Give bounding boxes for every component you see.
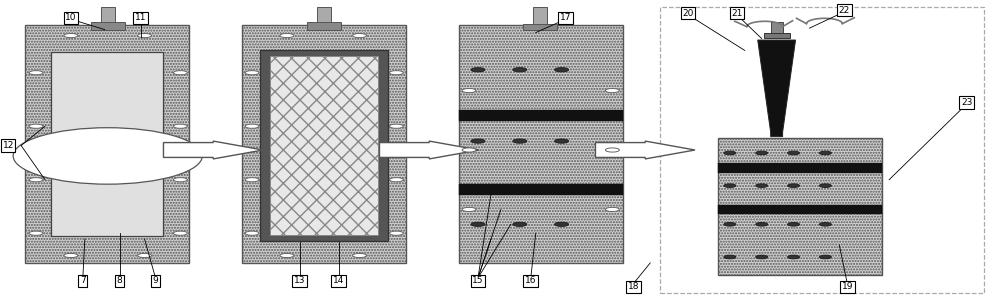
Bar xyxy=(317,7,331,28)
Polygon shape xyxy=(595,141,695,159)
Bar xyxy=(459,110,623,121)
Circle shape xyxy=(819,184,831,188)
Bar xyxy=(523,24,557,30)
Circle shape xyxy=(462,148,476,152)
Text: 13: 13 xyxy=(294,276,306,285)
Bar xyxy=(459,25,623,263)
Circle shape xyxy=(471,68,485,72)
Circle shape xyxy=(173,178,187,182)
Circle shape xyxy=(555,68,569,72)
Bar xyxy=(270,56,378,235)
Bar xyxy=(459,184,623,196)
Text: 14: 14 xyxy=(333,276,344,285)
Text: 9: 9 xyxy=(153,276,158,285)
Circle shape xyxy=(245,231,259,235)
Bar xyxy=(660,7,984,293)
Circle shape xyxy=(462,207,476,212)
Bar xyxy=(718,164,882,173)
Bar xyxy=(51,52,163,236)
Circle shape xyxy=(138,34,152,38)
Circle shape xyxy=(605,207,619,212)
Text: 15: 15 xyxy=(472,276,484,285)
Polygon shape xyxy=(163,141,263,159)
Bar xyxy=(764,33,790,38)
Circle shape xyxy=(245,124,259,128)
Circle shape xyxy=(389,231,403,235)
Circle shape xyxy=(513,68,527,72)
Text: 7: 7 xyxy=(80,276,86,285)
Circle shape xyxy=(29,70,43,75)
Circle shape xyxy=(462,88,476,93)
Circle shape xyxy=(756,151,768,155)
Circle shape xyxy=(788,255,800,259)
Text: 22: 22 xyxy=(839,6,850,15)
Circle shape xyxy=(513,139,527,143)
Text: 12: 12 xyxy=(2,141,14,150)
Text: 10: 10 xyxy=(65,13,77,22)
Circle shape xyxy=(819,151,831,155)
Circle shape xyxy=(724,184,736,188)
Circle shape xyxy=(353,254,367,258)
Bar xyxy=(101,7,115,28)
Circle shape xyxy=(173,70,187,75)
Circle shape xyxy=(389,124,403,128)
Bar xyxy=(533,7,547,27)
Polygon shape xyxy=(379,141,479,159)
Circle shape xyxy=(245,70,259,75)
Circle shape xyxy=(605,88,619,93)
Circle shape xyxy=(605,148,619,152)
Text: 11: 11 xyxy=(135,13,146,22)
Circle shape xyxy=(29,178,43,182)
Circle shape xyxy=(513,222,527,227)
Circle shape xyxy=(389,178,403,182)
Circle shape xyxy=(173,124,187,128)
Circle shape xyxy=(280,254,294,258)
Circle shape xyxy=(788,223,800,226)
Text: 18: 18 xyxy=(628,282,639,291)
Bar xyxy=(91,22,125,30)
Circle shape xyxy=(64,34,78,38)
Bar xyxy=(260,50,388,241)
Circle shape xyxy=(13,128,202,184)
Bar xyxy=(25,25,189,263)
Bar xyxy=(718,138,882,275)
Circle shape xyxy=(245,178,259,182)
Circle shape xyxy=(724,255,736,259)
Circle shape xyxy=(788,184,800,188)
Text: 17: 17 xyxy=(560,13,571,22)
Bar xyxy=(718,205,882,214)
Circle shape xyxy=(280,34,294,38)
Text: 8: 8 xyxy=(117,276,123,285)
Text: 21: 21 xyxy=(731,9,743,18)
Circle shape xyxy=(555,139,569,143)
Circle shape xyxy=(138,254,152,258)
Circle shape xyxy=(724,151,736,155)
Text: 19: 19 xyxy=(842,282,853,291)
Circle shape xyxy=(555,222,569,227)
Circle shape xyxy=(471,139,485,143)
Circle shape xyxy=(756,184,768,188)
Circle shape xyxy=(389,70,403,75)
Circle shape xyxy=(471,222,485,227)
Circle shape xyxy=(173,231,187,235)
Circle shape xyxy=(788,151,800,155)
Circle shape xyxy=(353,34,367,38)
Bar xyxy=(307,22,341,30)
Text: 20: 20 xyxy=(682,9,694,18)
Circle shape xyxy=(819,223,831,226)
Circle shape xyxy=(64,254,78,258)
Bar xyxy=(771,22,783,37)
Text: 23: 23 xyxy=(961,98,972,107)
Circle shape xyxy=(819,255,831,259)
Circle shape xyxy=(29,231,43,235)
Circle shape xyxy=(756,255,768,259)
Circle shape xyxy=(756,223,768,226)
Text: 16: 16 xyxy=(525,276,537,285)
Circle shape xyxy=(724,223,736,226)
Circle shape xyxy=(29,124,43,128)
Polygon shape xyxy=(758,40,796,136)
Bar xyxy=(242,25,406,263)
